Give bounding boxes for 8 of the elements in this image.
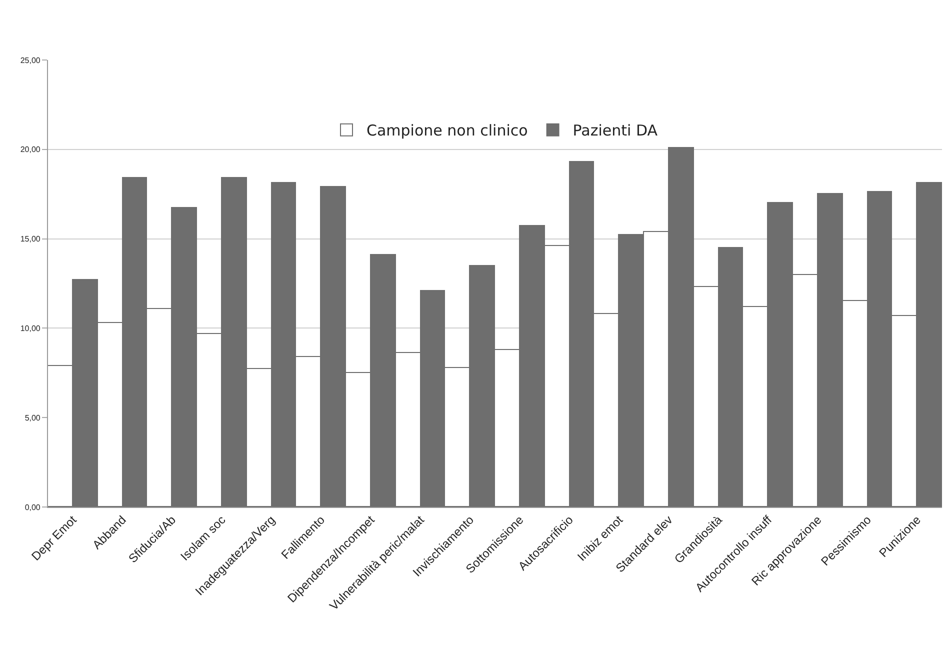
y-tick-label: 25,00 xyxy=(20,56,41,65)
y-tick-label: 15,00 xyxy=(20,234,41,244)
y-tick-label: 0,00 xyxy=(24,502,41,512)
legend-label: Pazienti DA xyxy=(572,122,658,140)
y-tick-label: 20,00 xyxy=(20,145,41,154)
y-tick-label: 10,00 xyxy=(20,324,41,333)
y-tick-label: 5,00 xyxy=(24,413,41,422)
legend-label: Campione non clinico xyxy=(366,122,528,140)
